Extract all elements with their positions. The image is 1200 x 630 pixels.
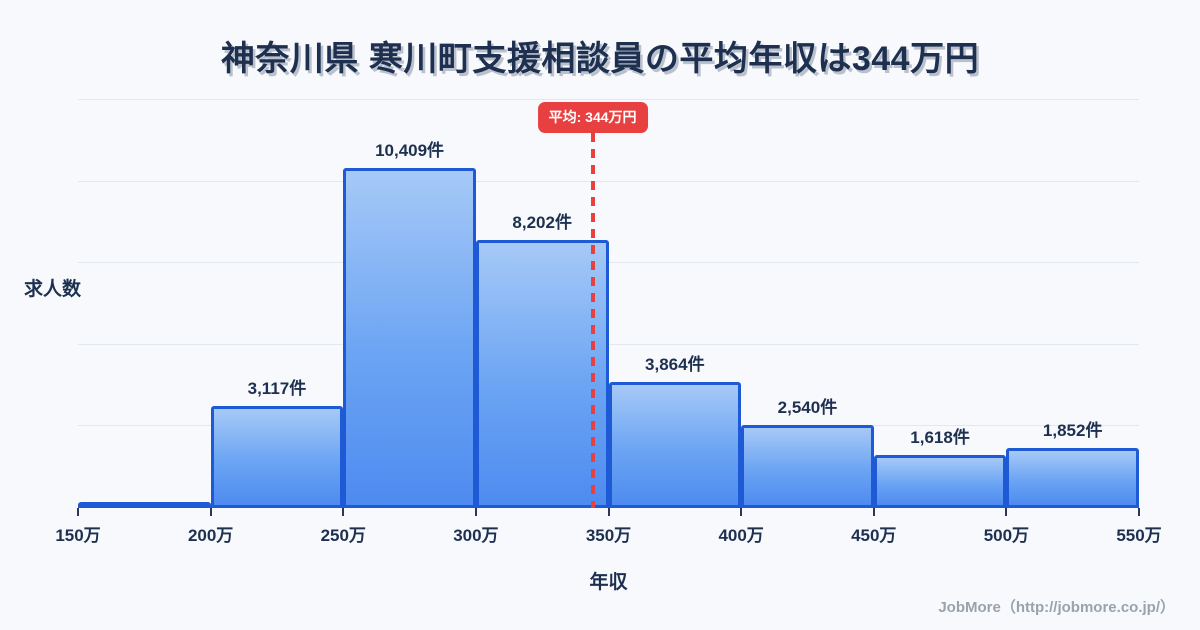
x-tick-label: 550万 xyxy=(1116,526,1162,545)
x-tick-label: 250万 xyxy=(320,526,366,545)
bar-value-label: 3,864件 xyxy=(645,354,705,374)
x-tick-mark xyxy=(342,508,345,516)
x-tick-mark xyxy=(474,508,477,516)
histogram-bar xyxy=(873,455,1007,508)
x-tick-label: 400万 xyxy=(718,526,764,545)
average-line xyxy=(590,133,595,508)
histogram-bar xyxy=(741,425,874,508)
x-tick-mark xyxy=(77,508,79,516)
x-tick-mark xyxy=(1005,508,1008,516)
x-axis: 150万 200万 250万 300万 350万 400万 450万 500万 550万 xyxy=(55,508,1162,548)
histogram-bar xyxy=(1006,447,1139,508)
x-tick-label: 200万 xyxy=(187,526,234,545)
y-axis-label: 求人数 xyxy=(24,279,82,300)
histogram-bar xyxy=(210,406,344,508)
bar-value-label: 10,409件 xyxy=(375,141,445,161)
chart-title: 神奈川県 寒川町支援相談員の平均年収は344万円 xyxy=(220,40,980,78)
gridline xyxy=(78,99,1139,100)
gridline xyxy=(78,262,1139,264)
x-tick-label: 300万 xyxy=(453,526,499,545)
x-tick-mark xyxy=(872,508,875,516)
gridline xyxy=(78,180,1139,182)
x-tick-mark xyxy=(740,508,743,516)
x-tick-label: 500万 xyxy=(983,526,1030,545)
average-badge: 平均: 344万円 xyxy=(537,102,648,133)
x-axis-label: 年収 xyxy=(589,572,628,593)
x-tick-label: 450万 xyxy=(851,526,897,545)
x-tick-mark xyxy=(607,508,610,516)
bar-value-label: 1,618件 xyxy=(910,428,970,448)
bar-value-label: 2,540件 xyxy=(777,398,838,418)
x-tick-mark xyxy=(209,508,212,516)
histogram-bar xyxy=(343,168,476,508)
histogram-bar xyxy=(475,240,609,508)
plot-area: 3,117件 10,409件 8,202件 3,864件 2,540件 1,618件 1,8… xyxy=(78,99,1139,508)
bar-value-label: 1,852件 xyxy=(1042,420,1103,440)
gridline xyxy=(78,343,1139,345)
bar-value-label: 3,117件 xyxy=(247,379,307,399)
x-tick-label: 150万 xyxy=(55,526,101,545)
x-tick-mark xyxy=(1138,508,1140,516)
histogram-bar xyxy=(78,502,211,508)
x-tick-label: 350万 xyxy=(585,526,632,545)
footer-credit: JobMore（http://jobmore.co.jp/） xyxy=(938,599,1175,616)
histogram-bar xyxy=(608,381,742,508)
bar-value-label: 8,202件 xyxy=(512,213,572,233)
